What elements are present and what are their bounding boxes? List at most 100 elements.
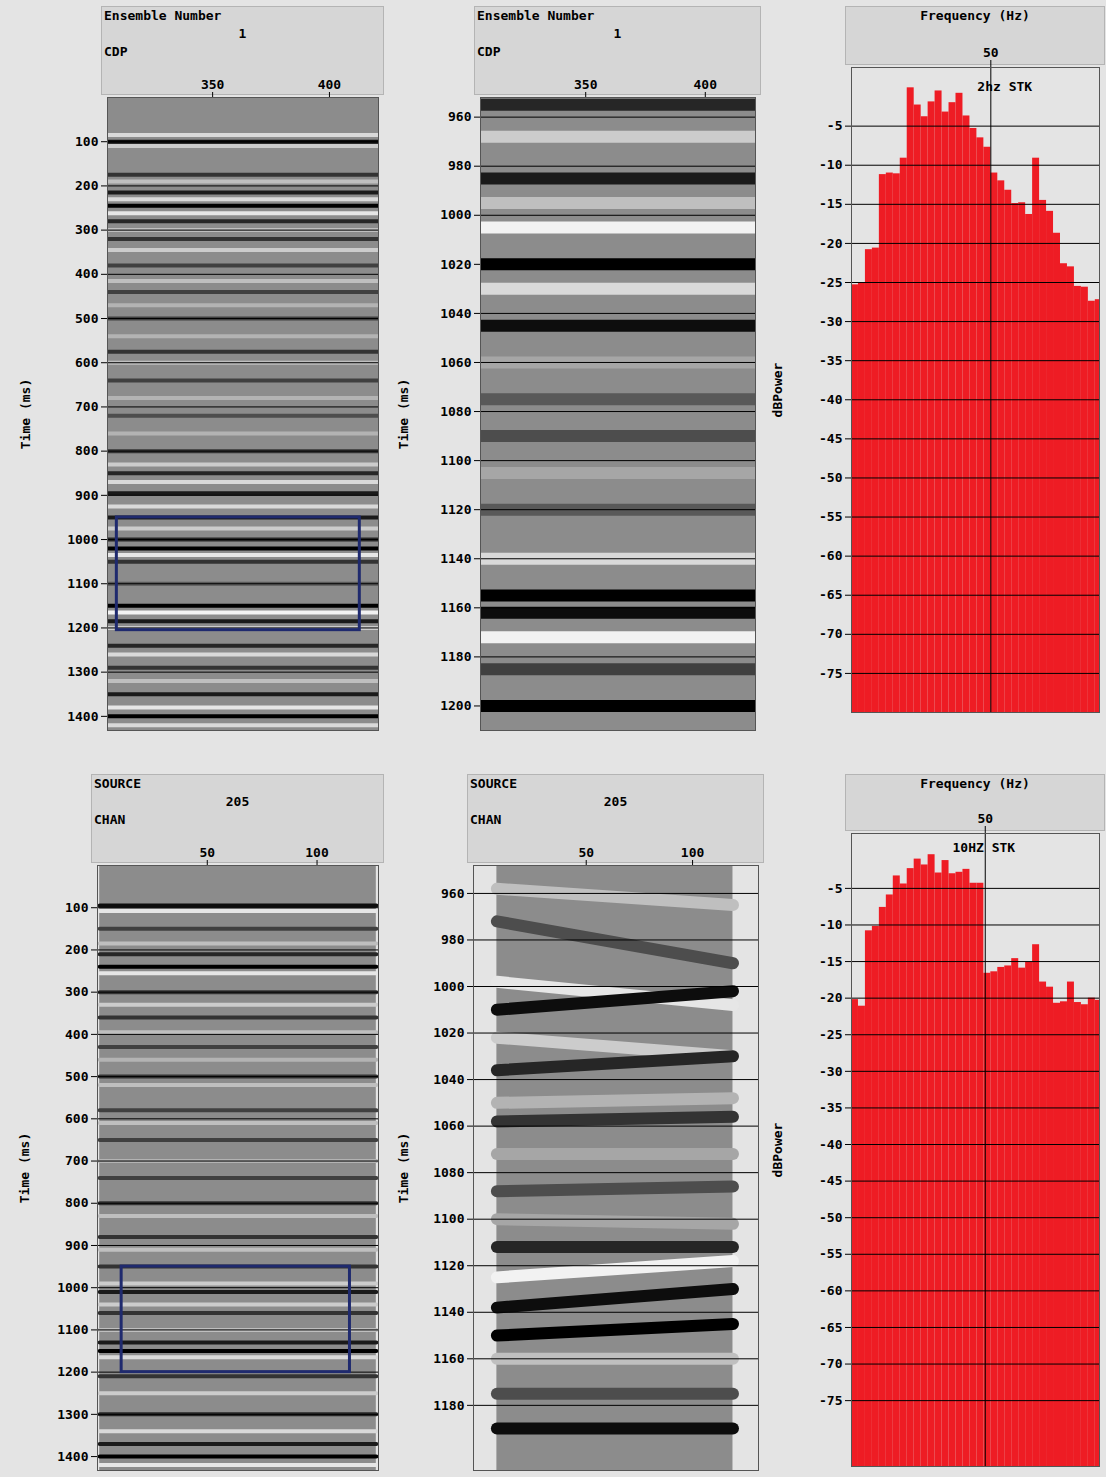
svg-text:100: 100 — [65, 900, 89, 915]
svg-text:-60: -60 — [819, 548, 843, 563]
svg-text:1000: 1000 — [433, 979, 464, 994]
svg-text:-25: -25 — [819, 275, 842, 290]
svg-text:-45: -45 — [819, 431, 842, 446]
svg-text:-35: -35 — [819, 1100, 842, 1115]
svg-text:50: 50 — [578, 845, 594, 860]
svg-text:-10: -10 — [819, 157, 843, 172]
svg-text:900: 900 — [65, 1238, 89, 1253]
svg-text:1020: 1020 — [433, 1025, 464, 1040]
svg-text:-55: -55 — [819, 509, 842, 524]
svg-text:Time (ms): Time (ms) — [18, 379, 33, 449]
svg-text:1120: 1120 — [433, 1258, 464, 1273]
svg-text:1200: 1200 — [67, 620, 98, 635]
svg-text:700: 700 — [75, 399, 99, 414]
svg-text:800: 800 — [65, 1195, 89, 1210]
svg-text:400: 400 — [694, 77, 718, 92]
svg-text:1080: 1080 — [440, 404, 471, 419]
svg-text:200: 200 — [65, 942, 89, 957]
svg-text:800: 800 — [75, 443, 99, 458]
svg-text:980: 980 — [441, 932, 465, 947]
svg-text:-50: -50 — [819, 1210, 843, 1225]
svg-text:300: 300 — [75, 222, 99, 237]
svg-text:1100: 1100 — [67, 576, 98, 591]
svg-text:100: 100 — [75, 134, 99, 149]
svg-text:50: 50 — [983, 45, 999, 60]
svg-text:-40: -40 — [819, 392, 843, 407]
svg-text:300: 300 — [65, 984, 89, 999]
svg-text:1140: 1140 — [433, 1304, 464, 1319]
svg-text:-70: -70 — [819, 1356, 843, 1371]
svg-text:-15: -15 — [819, 196, 842, 211]
svg-text:900: 900 — [75, 487, 99, 502]
svg-text:1060: 1060 — [440, 355, 471, 370]
svg-text:dBPower: dBPower — [770, 362, 785, 417]
svg-text:10HZ STK: 10HZ STK — [953, 840, 1016, 855]
svg-text:-25: -25 — [819, 1027, 842, 1042]
svg-text:100: 100 — [305, 845, 329, 860]
svg-text:1300: 1300 — [67, 664, 98, 679]
svg-text:1180: 1180 — [440, 649, 471, 664]
svg-text:Time (ms): Time (ms) — [396, 1133, 411, 1203]
svg-text:-5: -5 — [827, 118, 843, 133]
svg-text:50: 50 — [199, 845, 215, 860]
svg-text:1120: 1120 — [440, 502, 471, 517]
svg-text:-40: -40 — [819, 1137, 843, 1152]
svg-text:100: 100 — [681, 845, 705, 860]
svg-text:400: 400 — [75, 266, 99, 281]
svg-text:1040: 1040 — [440, 306, 471, 321]
svg-text:-60: -60 — [819, 1283, 843, 1298]
svg-text:600: 600 — [65, 1111, 89, 1126]
svg-text:600: 600 — [75, 355, 99, 370]
svg-text:-20: -20 — [819, 236, 843, 251]
svg-text:Time (ms): Time (ms) — [17, 1133, 32, 1203]
svg-text:350: 350 — [201, 77, 225, 92]
svg-text:1200: 1200 — [57, 1364, 88, 1379]
svg-text:1200: 1200 — [440, 698, 471, 713]
svg-text:1400: 1400 — [57, 1449, 88, 1464]
svg-text:500: 500 — [75, 311, 99, 326]
svg-text:-30: -30 — [819, 314, 843, 329]
svg-text:-10: -10 — [819, 917, 843, 932]
svg-text:1100: 1100 — [440, 453, 471, 468]
svg-text:1100: 1100 — [57, 1322, 88, 1337]
svg-text:-20: -20 — [819, 990, 843, 1005]
svg-text:-15: -15 — [819, 954, 842, 969]
svg-text:1000: 1000 — [57, 1280, 88, 1295]
svg-text:1160: 1160 — [433, 1351, 464, 1366]
svg-text:2hz STK: 2hz STK — [977, 79, 1032, 94]
svg-text:-30: -30 — [819, 1063, 843, 1078]
svg-text:1400: 1400 — [67, 709, 98, 724]
svg-text:960: 960 — [441, 886, 465, 901]
svg-text:400: 400 — [318, 77, 342, 92]
svg-text:Time (ms): Time (ms) — [396, 379, 411, 449]
svg-text:-35: -35 — [819, 353, 842, 368]
svg-text:-50: -50 — [819, 470, 843, 485]
svg-text:1300: 1300 — [57, 1407, 88, 1422]
svg-text:1060: 1060 — [433, 1118, 464, 1133]
svg-text:-70: -70 — [819, 626, 843, 641]
svg-text:960: 960 — [448, 109, 472, 124]
svg-text:1140: 1140 — [440, 551, 471, 566]
svg-text:1180: 1180 — [433, 1398, 464, 1413]
svg-text:1160: 1160 — [440, 600, 471, 615]
svg-text:-75: -75 — [819, 1393, 842, 1408]
svg-text:-45: -45 — [819, 1173, 842, 1188]
svg-text:700: 700 — [65, 1153, 89, 1168]
svg-text:dBPower: dBPower — [770, 1122, 785, 1177]
svg-text:-5: -5 — [827, 881, 843, 896]
svg-text:400: 400 — [65, 1027, 89, 1042]
svg-text:-65: -65 — [819, 1320, 842, 1335]
svg-text:350: 350 — [574, 77, 598, 92]
svg-text:1000: 1000 — [67, 532, 98, 547]
svg-text:-65: -65 — [819, 587, 842, 602]
svg-text:200: 200 — [75, 178, 99, 193]
svg-text:50: 50 — [977, 811, 993, 826]
svg-text:-55: -55 — [819, 1246, 842, 1261]
svg-text:980: 980 — [448, 158, 472, 173]
svg-text:-75: -75 — [819, 666, 842, 681]
svg-text:1080: 1080 — [433, 1165, 464, 1180]
svg-text:500: 500 — [65, 1069, 89, 1084]
svg-text:1000: 1000 — [440, 207, 471, 222]
svg-text:1040: 1040 — [433, 1072, 464, 1087]
svg-text:1020: 1020 — [440, 256, 471, 271]
